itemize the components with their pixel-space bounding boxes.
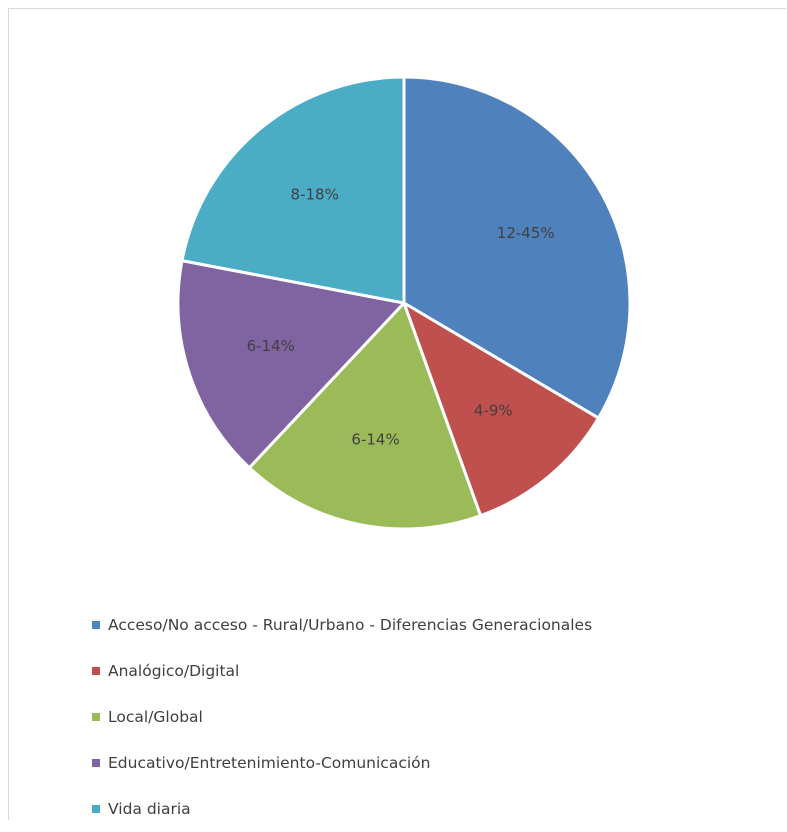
- pie-slices: [176, 75, 632, 531]
- legend-label-local-global: Local/Global: [108, 708, 203, 726]
- legend-label-educativo: Educativo/Entretenimiento-Comunicación: [108, 754, 431, 772]
- legend-label-analogico: Analógico/Digital: [108, 662, 240, 680]
- legend-swatch-acceso: [92, 621, 100, 629]
- data-label-analogico: 4-9%: [474, 401, 513, 419]
- legend-item-analogico: Analógico/Digital: [92, 648, 772, 694]
- pie-slice-analogico: [402, 301, 601, 518]
- data-label-educativo: 6-14%: [247, 337, 295, 355]
- pie-data-labels: 12-45% 4-9% 6-14% 6-14% 8-18%: [247, 186, 555, 449]
- pie-slice-vida-diaria: [180, 75, 406, 305]
- legend-label-acceso: Acceso/No acceso - Rural/Urbano - Difere…: [108, 616, 593, 634]
- legend-item-acceso: Acceso/No acceso - Rural/Urbano - Difere…: [92, 602, 772, 648]
- pie-slice-acceso: [402, 75, 632, 420]
- legend-item-local-global: Local/Global: [92, 694, 772, 740]
- legend-item-vida-diaria: Vida diaria: [92, 786, 772, 832]
- data-label-acceso: 12-45%: [497, 224, 555, 242]
- legend-label-vida-diaria: Vida diaria: [108, 800, 191, 818]
- legend-swatch-analogico: [92, 667, 100, 675]
- legend-item-educativo: Educativo/Entretenimiento-Comunicación: [92, 740, 772, 786]
- pie-slice-local-global: [247, 301, 483, 531]
- legend: Acceso/No acceso - Rural/Urbano - Difere…: [92, 602, 772, 832]
- legend-swatch-vida-diaria: [92, 805, 100, 813]
- data-label-local-global: 6-14%: [351, 431, 399, 449]
- legend-swatch-educativo: [92, 759, 100, 767]
- legend-swatch-local-global: [92, 713, 100, 721]
- pie-slice-educativo: [176, 259, 406, 470]
- data-label-vida-diaria: 8-18%: [291, 186, 339, 204]
